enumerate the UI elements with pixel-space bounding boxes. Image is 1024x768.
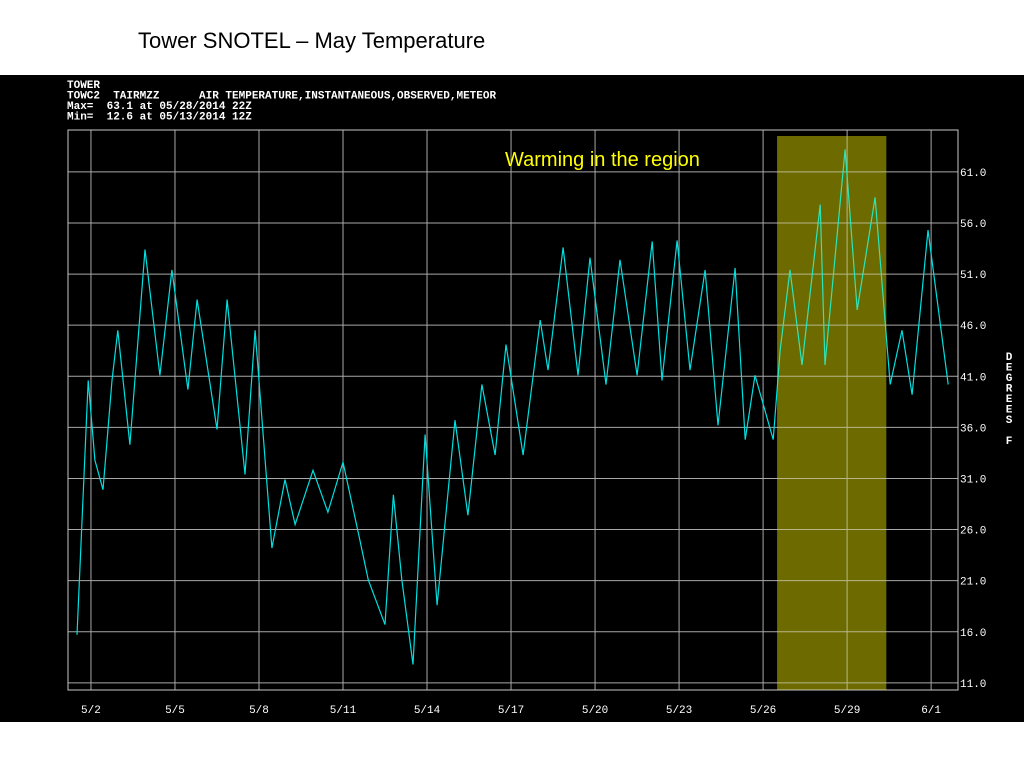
highlight-band bbox=[777, 136, 887, 690]
chart-title: Tower SNOTEL – May Temperature bbox=[138, 28, 485, 53]
x-tick-label: 5/14 bbox=[414, 705, 441, 717]
x-tick-label: 6/1 bbox=[921, 705, 941, 717]
header-line: TOWER bbox=[67, 80, 100, 92]
y-tick-label: 46.0 bbox=[960, 321, 986, 333]
y-tick-label: 61.0 bbox=[960, 168, 986, 180]
x-tick-label: 5/17 bbox=[498, 705, 524, 717]
x-tick-label: 5/20 bbox=[582, 705, 608, 717]
header-line: TOWC2 TAIRMZZ AIR TEMPERATURE,INSTANTANE… bbox=[67, 91, 496, 103]
temperature-line bbox=[76, 149, 949, 665]
x-tick-label: 5/29 bbox=[834, 705, 860, 717]
y-tick-label: 21.0 bbox=[960, 577, 986, 589]
x-tick-label: 5/26 bbox=[750, 705, 776, 717]
y-tick-label: 26.0 bbox=[960, 526, 986, 538]
x-tick-label: 5/11 bbox=[330, 705, 357, 717]
highlight-tint bbox=[777, 136, 887, 690]
y-tick-label: 36.0 bbox=[960, 423, 986, 435]
header-line: Max= 63.1 at 05/28/2014 22Z bbox=[67, 101, 252, 113]
y-axis-label: DEGREES F bbox=[1003, 352, 1015, 447]
x-tick-label: 5/23 bbox=[666, 705, 692, 717]
plot-border bbox=[67, 129, 959, 691]
annotation: Warming in the region bbox=[505, 149, 700, 171]
y-tick-label: 56.0 bbox=[960, 219, 986, 231]
x-tick-label: 5/8 bbox=[249, 705, 269, 717]
y-tick-label: 16.0 bbox=[960, 628, 986, 640]
y-tick-label: 41.0 bbox=[960, 372, 986, 384]
y-tick-label: 51.0 bbox=[960, 270, 986, 282]
x-tick-label: 5/2 bbox=[81, 705, 101, 717]
x-tick-label: 5/5 bbox=[165, 705, 185, 717]
y-tick-label: 11.0 bbox=[960, 679, 986, 691]
y-tick-label: 31.0 bbox=[960, 474, 986, 486]
header-line: Min= 12.6 at 05/13/2014 12Z bbox=[67, 112, 252, 124]
